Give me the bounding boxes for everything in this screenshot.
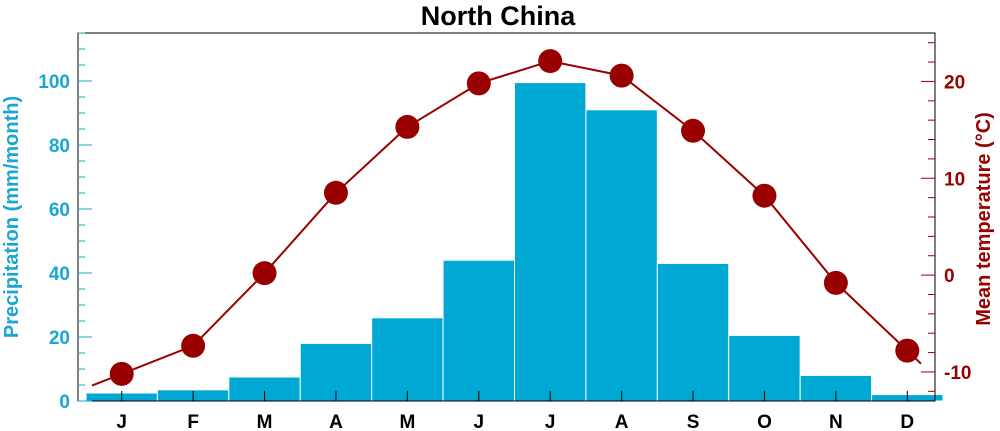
x-tick-label: A bbox=[615, 412, 629, 431]
precipitation-bars bbox=[85, 82, 944, 402]
right-tick-label: 10 bbox=[944, 169, 965, 190]
precip-bar-9 bbox=[656, 262, 730, 402]
temperature-line bbox=[91, 60, 922, 387]
right-axis: -10 0 10 20 bbox=[921, 42, 971, 392]
left-axis-label: Precipitation (mm/month) bbox=[1, 96, 23, 338]
left-tick-label: 40 bbox=[49, 264, 70, 285]
left-tick-label: 20 bbox=[49, 328, 70, 349]
temperature-point-9 bbox=[681, 118, 706, 143]
temperature-point-8 bbox=[609, 63, 634, 88]
temperature-point-10 bbox=[752, 183, 777, 208]
temperature-point-7 bbox=[538, 49, 563, 74]
left-axis: 0 20 40 60 80 100 bbox=[38, 32, 92, 413]
temperature-point-12 bbox=[895, 338, 920, 363]
x-tick-label: D bbox=[900, 412, 914, 431]
right-axis-label: Mean temperature (°C) bbox=[973, 112, 995, 326]
precip-bar-6 bbox=[442, 259, 516, 402]
temperature-line-group bbox=[91, 49, 922, 387]
left-tick-label: 80 bbox=[49, 136, 70, 157]
right-tick-label: 0 bbox=[944, 266, 955, 287]
right-tick-label: -10 bbox=[944, 363, 971, 384]
x-tick-label: M bbox=[257, 412, 273, 431]
chart-title: North China bbox=[421, 1, 576, 31]
precip-bar-5 bbox=[371, 317, 444, 402]
temperature-point-1 bbox=[109, 361, 134, 386]
temperature-point-5 bbox=[395, 114, 420, 139]
precip-bar-8 bbox=[585, 109, 658, 402]
temperature-point-4 bbox=[323, 180, 348, 205]
left-tick-label: 100 bbox=[38, 72, 70, 93]
right-tick-label: 20 bbox=[944, 72, 965, 93]
precip-bar-10 bbox=[728, 334, 801, 402]
x-tick-label: J bbox=[116, 412, 127, 431]
left-tick-label: 60 bbox=[49, 200, 70, 221]
left-tick-label: 0 bbox=[59, 392, 70, 413]
x-tick-label: F bbox=[187, 412, 199, 431]
x-tick-label: N bbox=[829, 412, 843, 431]
temperature-point-2 bbox=[181, 333, 206, 358]
precip-bar-7 bbox=[514, 82, 587, 402]
x-tick-label: S bbox=[687, 412, 700, 431]
x-tick-label: A bbox=[329, 412, 343, 431]
x-tick-label: J bbox=[474, 412, 485, 431]
x-tick-label: J bbox=[545, 412, 556, 431]
temperature-point-3 bbox=[252, 261, 277, 286]
temperature-point-11 bbox=[823, 270, 848, 295]
temperature-point-6 bbox=[466, 71, 491, 96]
x-tick-label: O bbox=[757, 412, 772, 431]
x-tick-label: M bbox=[399, 412, 415, 431]
